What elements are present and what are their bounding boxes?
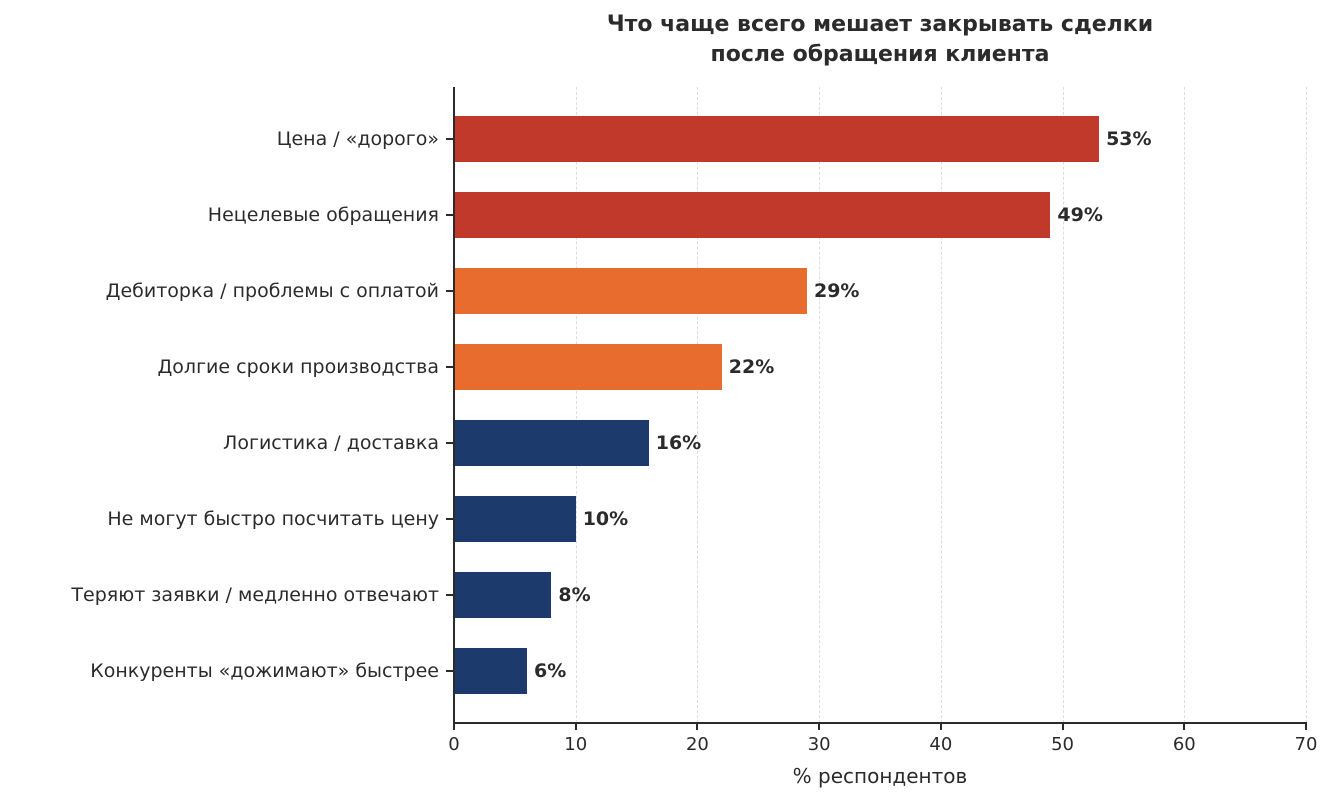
y-tick-label: Дебиторка / проблемы с оплатой — [105, 280, 439, 302]
bar — [454, 268, 807, 314]
chart-title: Что чаще всего мешает закрывать сделки п… — [454, 10, 1306, 70]
bar-value-label: 16% — [655, 432, 702, 454]
bar — [454, 116, 1100, 162]
x-tick-label: 50 — [1051, 734, 1075, 755]
x-axis-title: % респондентов — [792, 764, 968, 788]
y-tick-mark — [446, 594, 454, 596]
bar-value-label: 8% — [558, 584, 591, 606]
x-tick-label: 10 — [564, 734, 588, 755]
plot-area: 53% 49% 29% 22% 16% 10% 8% 6% — [454, 87, 1307, 723]
x-tick-mark — [574, 723, 577, 730]
bar — [454, 496, 576, 542]
x-tick-label: 70 — [1294, 734, 1318, 755]
bar — [454, 648, 528, 694]
gridline — [1184, 87, 1186, 723]
bar — [454, 344, 722, 390]
gridline — [1062, 87, 1064, 723]
bar-value-label: 6% — [534, 660, 567, 682]
y-tick-mark — [446, 366, 454, 368]
y-tick-mark — [446, 518, 454, 520]
y-tick-label: Логистика / доставка — [223, 432, 439, 454]
bar-value-label: 53% — [1106, 128, 1152, 150]
x-tick-label: 0 — [448, 734, 460, 755]
y-axis-line — [453, 87, 455, 724]
bar-value-label: 10% — [582, 508, 629, 530]
y-tick-mark — [446, 214, 454, 216]
x-axis-line — [453, 722, 1307, 724]
y-tick-mark — [446, 670, 454, 672]
y-tick-mark — [446, 138, 454, 140]
gridline — [940, 87, 942, 723]
bar-value-label: 29% — [813, 280, 860, 302]
x-tick-mark — [818, 723, 821, 730]
gridline — [819, 87, 821, 723]
y-tick-label: Не могут быстро посчитать цену — [107, 508, 439, 530]
bar — [454, 572, 552, 618]
x-tick-label: 20 — [685, 734, 709, 755]
gridline — [575, 87, 577, 723]
y-tick-label: Нецелевые обращения — [207, 204, 439, 226]
x-tick-label: 30 — [807, 734, 831, 755]
bar-value-label: 49% — [1057, 204, 1103, 226]
gridline — [1306, 87, 1307, 723]
x-tick-label: 40 — [929, 734, 953, 755]
y-tick-label: Цена / «дорого» — [276, 128, 439, 150]
x-tick-mark — [1061, 723, 1064, 730]
x-tick-mark — [1305, 723, 1307, 730]
bar — [454, 192, 1051, 238]
gridline — [697, 87, 699, 723]
y-tick-label: Долгие сроки производства — [157, 356, 439, 378]
y-tick-label: Конкуренты «дожимают» быстрее — [90, 660, 439, 682]
x-tick-label: 60 — [1172, 734, 1196, 755]
y-tick-mark — [446, 442, 454, 444]
x-tick-mark — [453, 723, 455, 730]
chart-title-line-2: после обращения клиента — [710, 42, 1050, 67]
y-tick-label: Теряют заявки / медленно отвечают — [71, 584, 439, 606]
x-tick-mark — [939, 723, 942, 730]
bar-value-label: 22% — [728, 356, 775, 378]
x-tick-mark — [696, 723, 699, 730]
y-tick-mark — [446, 290, 454, 292]
bar — [454, 420, 649, 466]
x-tick-mark — [1183, 723, 1186, 730]
chart-title-line-1: Что чаще всего мешает закрывать сделки — [606, 12, 1154, 37]
